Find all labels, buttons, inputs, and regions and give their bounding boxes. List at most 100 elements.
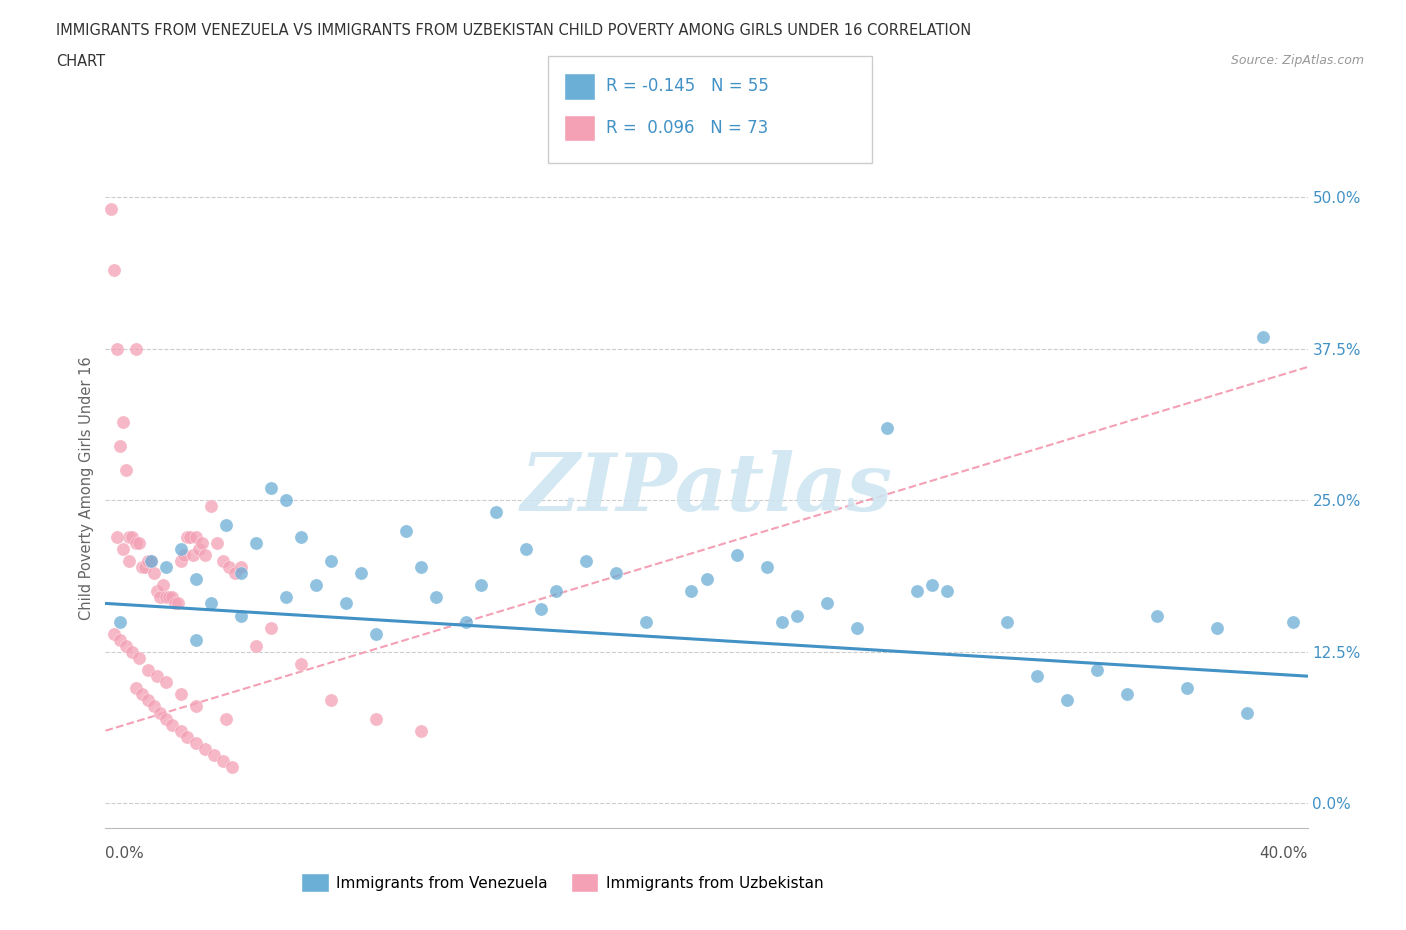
Y-axis label: Child Poverty Among Girls Under 16: Child Poverty Among Girls Under 16 — [79, 356, 94, 620]
Point — [181, 548, 204, 563]
Point — [169, 553, 191, 568]
Point — [845, 620, 868, 635]
Point — [1116, 687, 1139, 702]
Point — [131, 687, 153, 702]
Point — [205, 536, 228, 551]
Text: R =  0.096   N = 73: R = 0.096 N = 73 — [606, 119, 768, 138]
Point — [112, 414, 135, 429]
Point — [515, 541, 537, 556]
Point — [184, 529, 207, 544]
Point — [260, 481, 283, 496]
Point — [605, 565, 627, 580]
Point — [211, 753, 233, 768]
Point — [221, 760, 243, 775]
Point — [155, 560, 177, 575]
Point — [290, 529, 312, 544]
Point — [160, 717, 183, 732]
Point — [770, 614, 793, 629]
Point — [485, 505, 508, 520]
Point — [995, 614, 1018, 629]
Point — [290, 657, 312, 671]
Point — [1056, 693, 1078, 708]
Point — [155, 711, 177, 726]
Point — [110, 632, 132, 647]
Point — [155, 675, 177, 690]
Point — [148, 590, 170, 604]
Point — [530, 602, 553, 617]
Point — [200, 499, 222, 514]
Point — [160, 590, 183, 604]
Point — [190, 536, 212, 551]
Point — [274, 493, 297, 508]
Point — [169, 541, 191, 556]
Text: CHART: CHART — [56, 54, 105, 69]
Point — [725, 548, 748, 563]
Point — [184, 736, 207, 751]
Point — [110, 438, 132, 453]
Text: Source: ZipAtlas.com: Source: ZipAtlas.com — [1230, 54, 1364, 67]
Point — [124, 536, 146, 551]
Point — [169, 724, 191, 738]
Text: ZIPatlas: ZIPatlas — [520, 449, 893, 527]
Point — [128, 651, 150, 666]
Text: R = -0.145   N = 55: R = -0.145 N = 55 — [606, 77, 769, 96]
Point — [136, 693, 159, 708]
Point — [148, 705, 170, 720]
Point — [350, 565, 373, 580]
Point — [815, 596, 838, 611]
Text: IMMIGRANTS FROM VENEZUELA VS IMMIGRANTS FROM UZBEKISTAN CHILD POVERTY AMONG GIRL: IMMIGRANTS FROM VENEZUELA VS IMMIGRANTS … — [56, 23, 972, 38]
Point — [546, 584, 568, 599]
Point — [876, 420, 898, 435]
Point — [211, 553, 233, 568]
Point — [214, 711, 236, 726]
Point — [118, 553, 141, 568]
Point — [319, 693, 342, 708]
Point — [110, 614, 132, 629]
Point — [118, 529, 141, 544]
Text: 40.0%: 40.0% — [1260, 846, 1308, 861]
Point — [169, 687, 191, 702]
Point — [305, 578, 328, 592]
Point — [364, 711, 387, 726]
Point — [755, 560, 778, 575]
Point — [176, 529, 198, 544]
Point — [395, 524, 418, 538]
Point — [245, 638, 267, 653]
Point — [194, 741, 217, 756]
Legend: Immigrants from Venezuela, Immigrants from Uzbekistan: Immigrants from Venezuela, Immigrants fr… — [295, 868, 830, 898]
Point — [1085, 663, 1108, 678]
Point — [157, 590, 180, 604]
Point — [184, 699, 207, 714]
Point — [155, 590, 177, 604]
Point — [409, 560, 432, 575]
Point — [145, 669, 167, 684]
Point — [229, 565, 252, 580]
Point — [139, 553, 162, 568]
Point — [470, 578, 492, 592]
Point — [163, 596, 186, 611]
Point — [456, 614, 478, 629]
Point — [121, 529, 143, 544]
Point — [575, 553, 598, 568]
Point — [1175, 681, 1198, 696]
Point — [124, 341, 146, 356]
Point — [274, 590, 297, 604]
Point — [184, 572, 207, 587]
Point — [179, 529, 201, 544]
Point — [202, 748, 225, 763]
Point — [142, 565, 165, 580]
Point — [131, 560, 153, 575]
Point — [107, 529, 129, 544]
Text: 0.0%: 0.0% — [105, 846, 145, 861]
Point — [214, 517, 236, 532]
Point — [1251, 329, 1274, 344]
Point — [1281, 614, 1303, 629]
Point — [218, 560, 240, 575]
Point — [176, 729, 198, 744]
Point — [229, 560, 252, 575]
Point — [229, 608, 252, 623]
Point — [184, 632, 207, 647]
Point — [681, 584, 703, 599]
Point — [136, 553, 159, 568]
Point — [173, 548, 195, 563]
